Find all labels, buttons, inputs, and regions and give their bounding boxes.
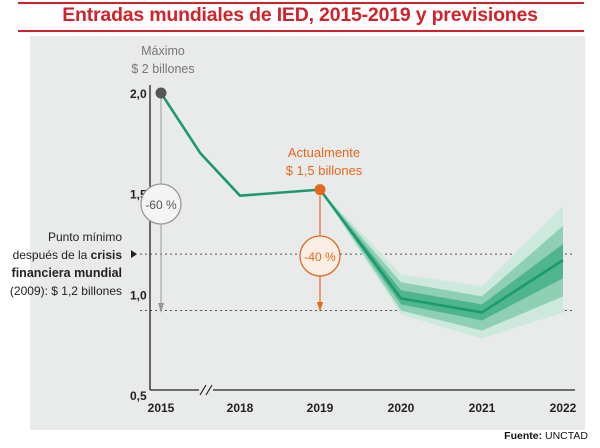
- x-tick-label: 2018: [227, 401, 254, 415]
- source-name: UNCTAD: [545, 430, 588, 442]
- current-drop-arrowhead: [317, 302, 323, 312]
- chart-title: Entradas mundiales de IED, 2015-2019 y p…: [62, 4, 538, 26]
- peak-label-line2: $ 2 billones: [131, 62, 194, 76]
- peak-drop-arrowhead: [158, 303, 164, 313]
- title-rule-bottom: [18, 30, 584, 32]
- peak-change-label: -60 %: [145, 198, 177, 212]
- axis-break-mark-1: [199, 384, 207, 396]
- crisis-label-line3: financiera mundial: [12, 266, 122, 280]
- peak-label-line1: Máximo: [141, 44, 185, 58]
- source-label: Fuente:: [504, 430, 543, 442]
- peak-change-bubble: [140, 183, 182, 225]
- title-rule-top: [18, 2, 584, 4]
- y-tick-label: 2,0: [130, 87, 147, 101]
- source-note: Fuente: UNCTAD: [504, 430, 588, 442]
- peak-marker: [155, 87, 167, 99]
- crisis-label-prefix: después de la: [13, 248, 91, 262]
- y-tick-label: 0,5: [130, 389, 147, 403]
- current-change-bubble: [299, 235, 341, 277]
- chart-panel: [30, 36, 585, 430]
- y-tick-label: 1,0: [130, 288, 147, 302]
- x-tick-label: 2020: [388, 401, 415, 415]
- current-marker: [314, 184, 326, 196]
- crisis-label-line1: Punto mínimo: [48, 230, 122, 244]
- crisis-label-line2: después de la crisis: [13, 248, 123, 262]
- x-tick-label: 2021: [469, 401, 496, 415]
- series-line-forecast: [318, 188, 564, 314]
- axis-break-mark-2: [205, 384, 213, 396]
- current-change-label: -40 %: [304, 250, 336, 264]
- x-tick-label: 2015: [148, 401, 175, 415]
- x-tick-label: 2022: [550, 401, 577, 415]
- current-label-line2: $ 1,5 billones: [286, 163, 363, 178]
- crisis-label-bold: crisis: [91, 248, 123, 262]
- crisis-label-line4: (2009): $ 1,2 billones: [10, 284, 122, 298]
- current-label-line1: Actualmente: [288, 145, 360, 160]
- x-tick-label: 2019: [307, 401, 334, 415]
- crisis-pointer: [131, 250, 137, 259]
